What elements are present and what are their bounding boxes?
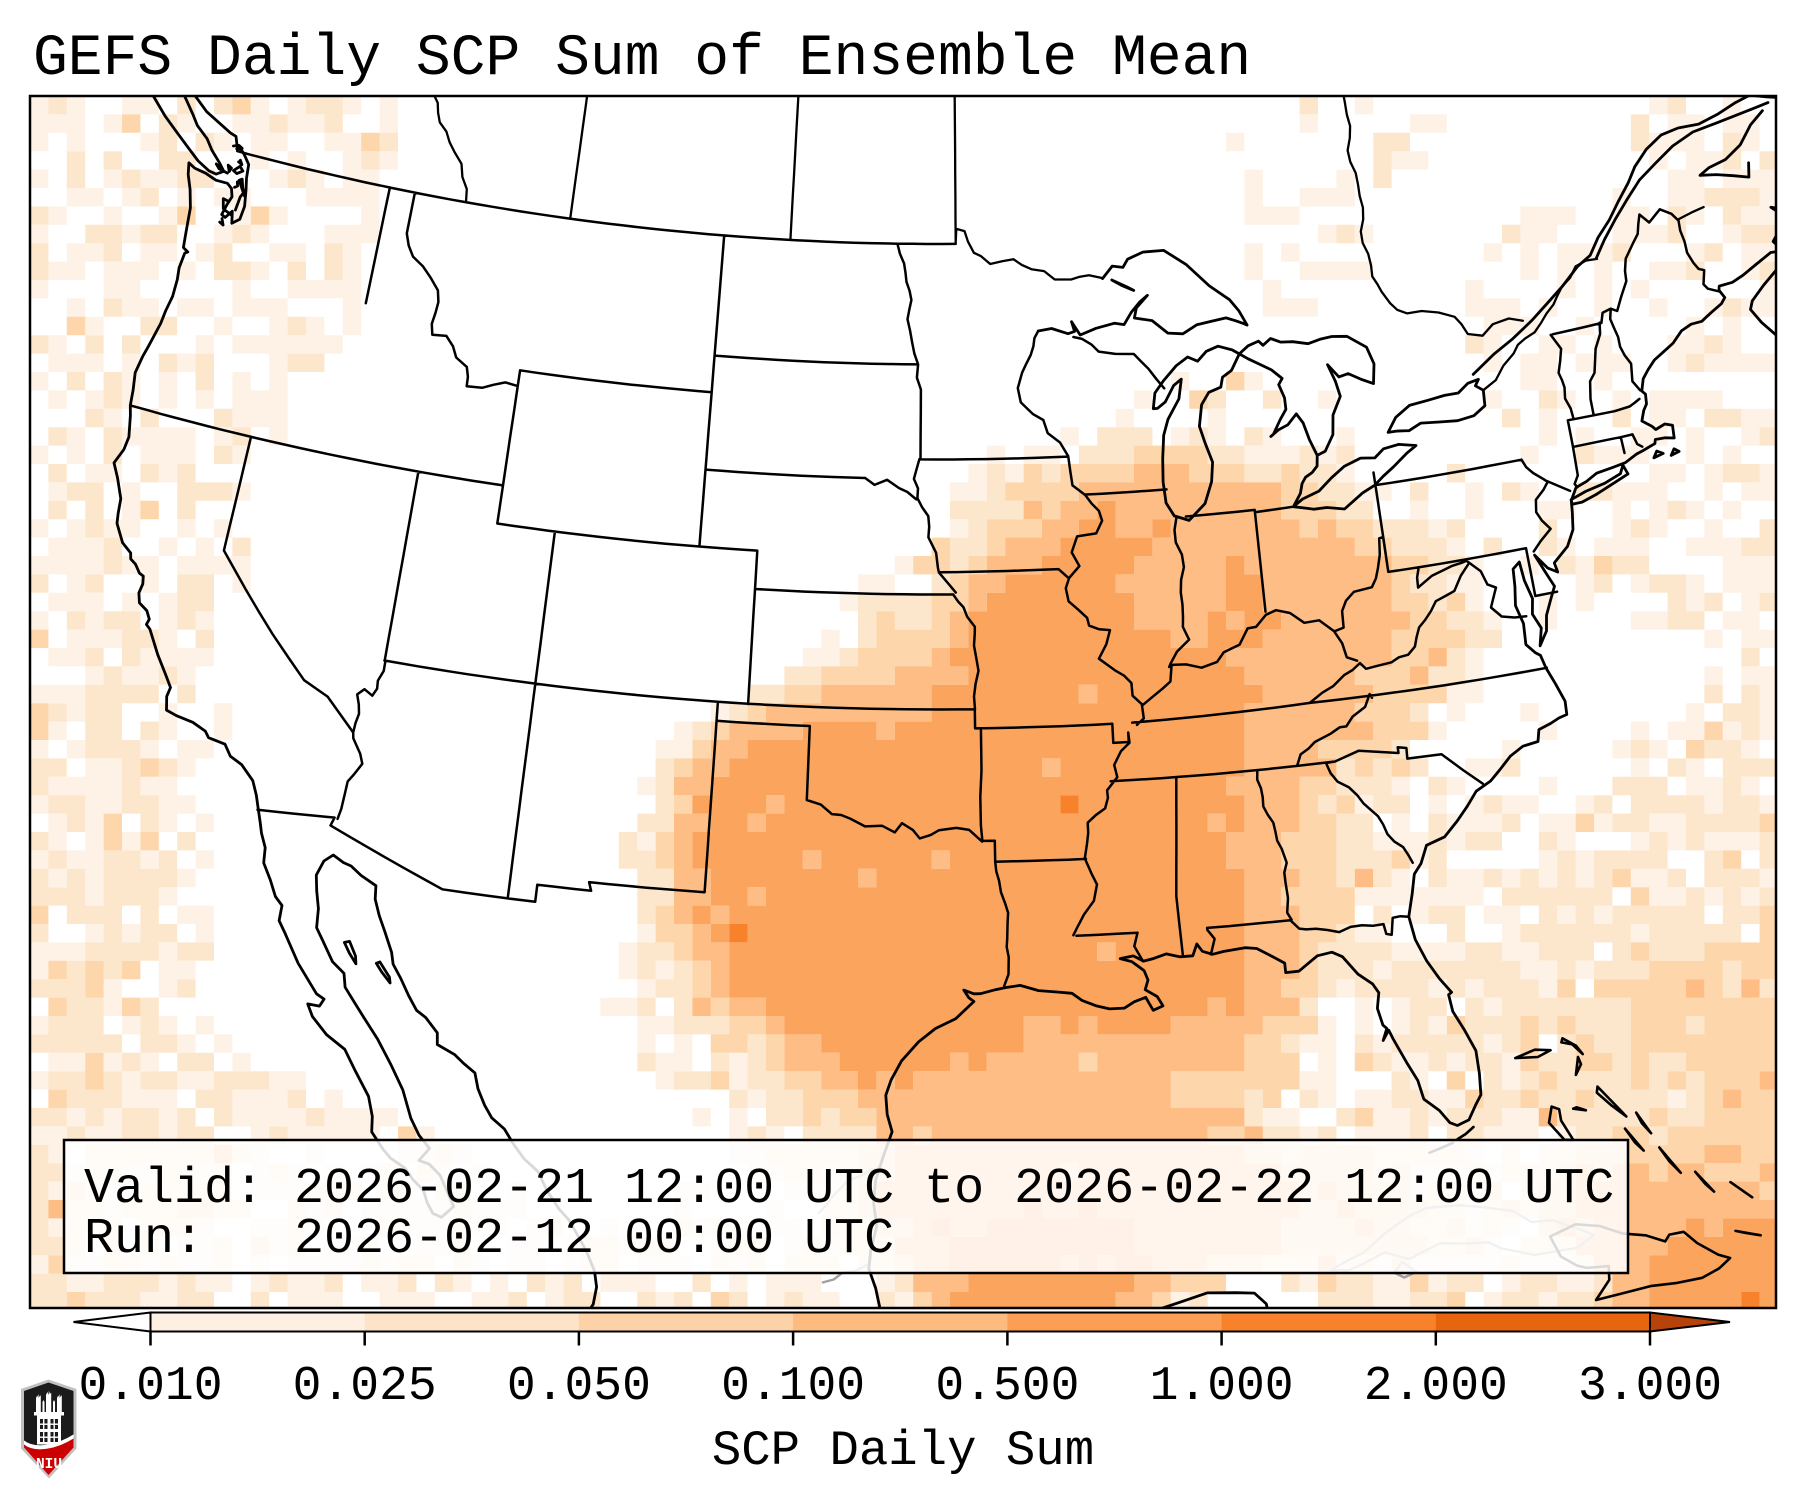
svg-text:0.500: 0.500: [935, 1360, 1079, 1414]
svg-text:1.000: 1.000: [1150, 1360, 1294, 1414]
svg-text:0.010: 0.010: [78, 1360, 222, 1414]
svg-text:0.025: 0.025: [293, 1360, 437, 1414]
svg-text:GEFS Daily SCP Sum of Ensemble: GEFS Daily SCP Sum of Ensemble Mean: [33, 27, 1251, 92]
svg-text:Valid: 2026-02-21 12:00 UTC to: Valid: 2026-02-21 12:00 UTC to 2026-02-2…: [84, 1161, 1614, 1218]
svg-text:2.000: 2.000: [1364, 1360, 1508, 1414]
svg-text:SCP Daily Sum: SCP Daily Sum: [712, 1423, 1094, 1479]
svg-text:NIU: NIU: [36, 1457, 62, 1473]
svg-text:0.100: 0.100: [721, 1360, 865, 1414]
svg-text:3.000: 3.000: [1578, 1360, 1722, 1414]
svg-text:0.050: 0.050: [507, 1360, 651, 1414]
svg-text:Run: 2026-02-12 00:00 UTC: Run: 2026-02-12 00:00 UTC: [84, 1211, 894, 1268]
